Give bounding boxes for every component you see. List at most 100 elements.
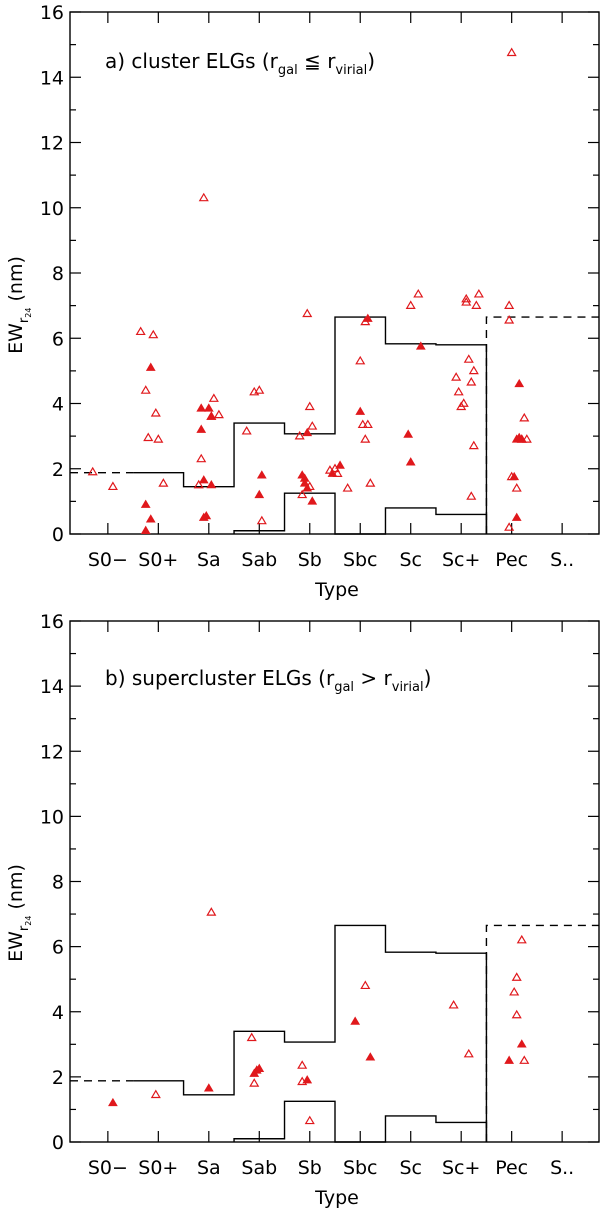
- open-triangle-point: [360, 980, 371, 990]
- x-tick-label: Sa: [197, 549, 221, 571]
- x-tick-label: Pec: [495, 1157, 528, 1179]
- y-tick-label: 4: [52, 1002, 64, 1024]
- x-tick-label: Sab: [241, 549, 277, 571]
- open-triangle-point: [405, 300, 416, 309]
- open-triangle-point: [473, 288, 484, 298]
- panel-a-ylabel: EWr24 (nm): [5, 256, 33, 354]
- filled-triangle-point: [302, 483, 313, 492]
- open-triangle-point: [463, 354, 474, 363]
- filled-triangle-point: [365, 1052, 376, 1061]
- open-triangle-point: [198, 192, 209, 202]
- open-triangle-point: [504, 315, 515, 324]
- filled-triangle-point: [327, 468, 338, 477]
- panel-b-supercluster: b) supercluster ELGs (rgal > rvirial) Ty…: [5, 611, 600, 1209]
- y-tick-label: 0: [52, 524, 64, 546]
- open-triangle-point: [208, 393, 219, 402]
- open-triangle-point: [471, 300, 482, 309]
- filled-triangle-point: [355, 406, 366, 415]
- x-tick-label: Sb: [298, 1157, 322, 1179]
- x-tick-label: Sc: [399, 549, 422, 571]
- x-tick-label: S0−: [88, 549, 128, 571]
- open-triangle-point: [148, 329, 159, 339]
- y-tick-label: 2: [52, 1067, 64, 1089]
- filled-triangle-point: [511, 512, 522, 521]
- lower-envelope-line: [233, 492, 488, 535]
- open-triangle-point: [521, 434, 532, 443]
- open-triangle-point: [140, 385, 151, 394]
- open-triangle-point: [150, 1089, 161, 1099]
- open-triangle-point: [135, 326, 146, 336]
- filled-triangle-point: [504, 1055, 515, 1064]
- filled-triangle-point: [198, 475, 209, 484]
- open-triangle-point: [355, 355, 366, 365]
- filled-triangle-point: [203, 1083, 214, 1092]
- open-triangle-point: [365, 478, 376, 487]
- y-tick-label: 16: [40, 2, 64, 24]
- y-tick-label: 12: [40, 741, 64, 763]
- upper-envelope-line: [133, 316, 488, 534]
- open-triangle-point: [107, 481, 118, 491]
- open-triangle-point: [357, 419, 368, 429]
- y-tick-label: 10: [40, 806, 64, 828]
- open-triangle-point: [360, 434, 371, 443]
- svg-text:EWr24 (nm): EWr24 (nm): [5, 256, 33, 354]
- filled-triangle-point: [514, 378, 525, 388]
- open-triangle-point: [307, 421, 318, 430]
- y-tick-label: 8: [52, 872, 64, 894]
- panel-a-cluster: a) cluster ELGs (rgal ≦ rvirial) Type EW…: [5, 2, 600, 601]
- open-triangle-point: [249, 1078, 260, 1087]
- open-triangle-point: [158, 478, 169, 487]
- y-tick-label: 14: [40, 67, 64, 89]
- x-tick-label: Sc+: [442, 1157, 480, 1179]
- open-triangle-point: [511, 972, 522, 981]
- x-tick-label: Sc: [399, 1157, 422, 1179]
- x-tick-label: Sb: [298, 549, 322, 571]
- x-tick-label: S..: [550, 549, 574, 571]
- panel-b-title: b) supercluster ELGs (rgal > rvirial): [105, 666, 431, 695]
- x-tick-label: S0+: [138, 1157, 178, 1179]
- filled-triangle-point: [206, 411, 217, 420]
- open-triangle-point: [254, 385, 265, 394]
- filled-triangle-point: [108, 1097, 118, 1107]
- open-triangle-point: [362, 419, 373, 429]
- open-triangle-point: [506, 47, 517, 57]
- x-tick-label: Sc+: [442, 549, 480, 571]
- open-triangle-point: [297, 489, 308, 499]
- open-triangle-point: [468, 440, 479, 450]
- y-tick-label: 6: [52, 328, 64, 350]
- filled-triangle-point: [198, 512, 209, 521]
- x-tick-label: S..: [550, 1157, 574, 1179]
- open-triangle-point: [297, 1060, 308, 1069]
- open-triangle-point: [448, 999, 459, 1009]
- filled-triangle-point: [335, 460, 345, 469]
- open-triangle-point: [511, 1009, 522, 1019]
- plot-frame: [69, 11, 600, 535]
- filled-triangle-point: [516, 434, 527, 443]
- open-triangle-point: [519, 1055, 530, 1064]
- filled-triangle-point: [256, 470, 267, 479]
- open-triangle-point: [241, 425, 252, 435]
- panel-b-xlabel: Type: [314, 1187, 359, 1209]
- open-triangle-point: [87, 466, 98, 476]
- svg-text:EWr24 (nm): EWr24 (nm): [5, 864, 33, 962]
- filled-triangle-point: [254, 489, 265, 499]
- open-triangle-point: [453, 386, 464, 396]
- y-tick-label: 8: [52, 263, 64, 285]
- open-triangle-point: [150, 408, 161, 417]
- filled-triangle-point: [196, 424, 207, 433]
- open-triangle-point: [504, 300, 515, 309]
- filled-triangle-point: [145, 362, 156, 371]
- x-tick-label: S0+: [138, 549, 178, 571]
- open-triangle-point: [143, 432, 154, 442]
- filled-triangle-point: [206, 479, 217, 489]
- open-triangle-point: [256, 515, 267, 525]
- x-tick-label: Sa: [197, 1157, 221, 1179]
- filled-triangle-point: [509, 471, 520, 481]
- open-triangle-point: [196, 453, 207, 463]
- y-tick-label: 0: [52, 1132, 64, 1154]
- open-triangle-point: [294, 430, 305, 440]
- open-triangle-point: [332, 468, 343, 477]
- filled-triangle-point: [140, 499, 151, 508]
- open-triangle-point: [304, 401, 315, 411]
- dashed-level-pec: [485, 924, 599, 1142]
